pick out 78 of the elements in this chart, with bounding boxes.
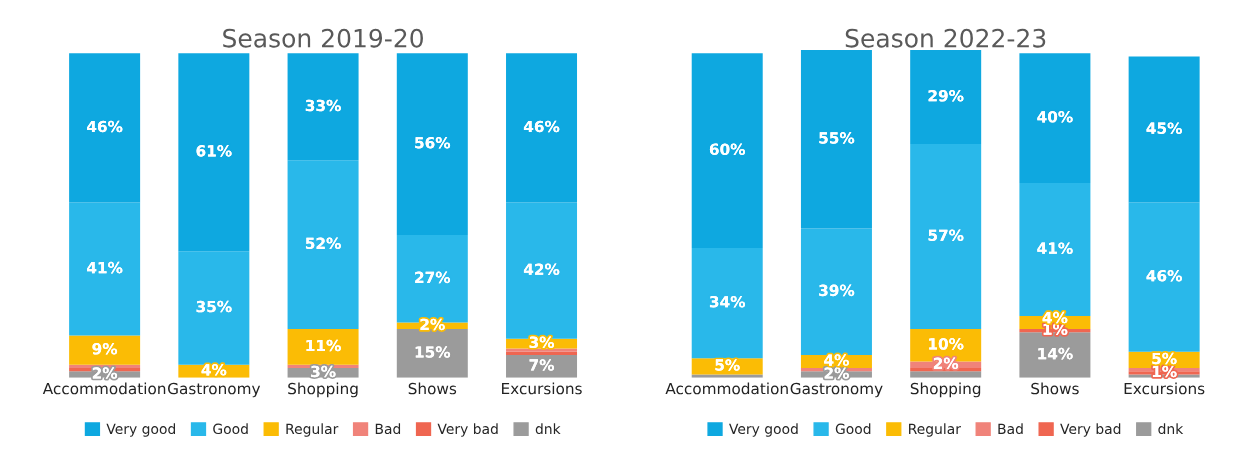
bar bbox=[178, 251, 250, 365]
legend-label: Very good bbox=[729, 423, 798, 437]
data-label: 3% bbox=[529, 336, 555, 349]
legend-label: dnk bbox=[535, 423, 561, 435]
x-tick-label: Accommodation bbox=[42, 382, 166, 395]
x-tick-label: Shows bbox=[1031, 382, 1079, 395]
data-label: 1% bbox=[1043, 323, 1068, 336]
x-tick-label: Excursions bbox=[502, 382, 582, 395]
data-label: 55% bbox=[819, 132, 855, 144]
legend-label: Regular bbox=[909, 423, 961, 437]
bar bbox=[910, 144, 982, 329]
bar bbox=[910, 371, 982, 378]
data-label: 57% bbox=[928, 229, 964, 241]
legend-label: Regular bbox=[286, 423, 339, 437]
x-tick-label: Accommodation bbox=[665, 382, 788, 395]
data-label: 1% bbox=[1152, 365, 1177, 378]
data-label: 42% bbox=[523, 263, 560, 276]
data-label: 29% bbox=[928, 89, 964, 102]
legend-label: Very good bbox=[106, 423, 175, 437]
data-label: 9% bbox=[92, 342, 118, 355]
data-label: 5% bbox=[1152, 352, 1177, 365]
x-tick-label: Shopping bbox=[288, 382, 358, 398]
data-label: 60% bbox=[709, 143, 746, 156]
data-label: 52% bbox=[305, 237, 341, 250]
bar bbox=[178, 53, 250, 252]
data-label: 5% bbox=[715, 359, 740, 371]
bar bbox=[396, 53, 468, 235]
bar bbox=[800, 50, 872, 229]
data-label: 39% bbox=[819, 284, 855, 297]
data-label: 40% bbox=[1037, 111, 1073, 123]
data-label: 41% bbox=[1037, 242, 1073, 254]
data-label: 3% bbox=[311, 365, 336, 378]
data-label: 56% bbox=[415, 136, 451, 149]
legend-label: Good bbox=[835, 423, 871, 435]
legend-label: Very bad bbox=[1060, 423, 1121, 437]
data-label: 45% bbox=[1146, 122, 1182, 134]
bar bbox=[287, 53, 359, 161]
data-label: 35% bbox=[196, 300, 232, 313]
data-label: 34% bbox=[709, 295, 746, 308]
data-label: 41% bbox=[87, 261, 123, 274]
legend-label: Good bbox=[213, 423, 248, 435]
data-label: 15% bbox=[415, 346, 451, 358]
x-tick-label: Shows bbox=[408, 382, 457, 395]
bar bbox=[1128, 56, 1200, 203]
x-tick-label: Shopping bbox=[910, 382, 981, 398]
data-label: 7% bbox=[529, 359, 555, 371]
data-label: 46% bbox=[1146, 269, 1182, 282]
data-label: 46% bbox=[87, 120, 123, 133]
data-label: 33% bbox=[305, 99, 341, 112]
chart-title: Season 2019-20 bbox=[223, 28, 423, 48]
bar bbox=[1019, 53, 1091, 184]
data-label: 46% bbox=[523, 120, 560, 133]
data-label: 2% bbox=[933, 357, 959, 370]
data-label: 10% bbox=[929, 338, 964, 350]
chart-title: Season 2022-23 bbox=[845, 28, 1046, 48]
bar bbox=[69, 202, 141, 336]
bar bbox=[1128, 202, 1200, 352]
data-label: 61% bbox=[196, 145, 232, 157]
bar bbox=[691, 374, 763, 378]
bar bbox=[800, 228, 872, 355]
bar bbox=[691, 247, 763, 359]
x-tick-label: Excursions bbox=[1124, 382, 1205, 395]
data-label: 27% bbox=[415, 271, 451, 284]
data-label: 14% bbox=[1038, 347, 1073, 360]
bar bbox=[910, 50, 982, 145]
bar bbox=[69, 53, 141, 203]
bar bbox=[287, 160, 359, 329]
data-label: 4% bbox=[824, 354, 849, 366]
x-tick-label: Gastronomy bbox=[790, 382, 883, 398]
bar bbox=[506, 53, 578, 203]
x-tick-label: Gastronomy bbox=[168, 382, 261, 398]
bar bbox=[691, 53, 763, 248]
legend-label: Bad bbox=[998, 423, 1023, 435]
data-label: 11% bbox=[306, 339, 341, 352]
legend-label: Very bad bbox=[437, 423, 498, 437]
legend-label: Bad bbox=[375, 423, 401, 435]
data-label: 4% bbox=[201, 364, 227, 376]
legend-label: dnk bbox=[1158, 423, 1184, 435]
